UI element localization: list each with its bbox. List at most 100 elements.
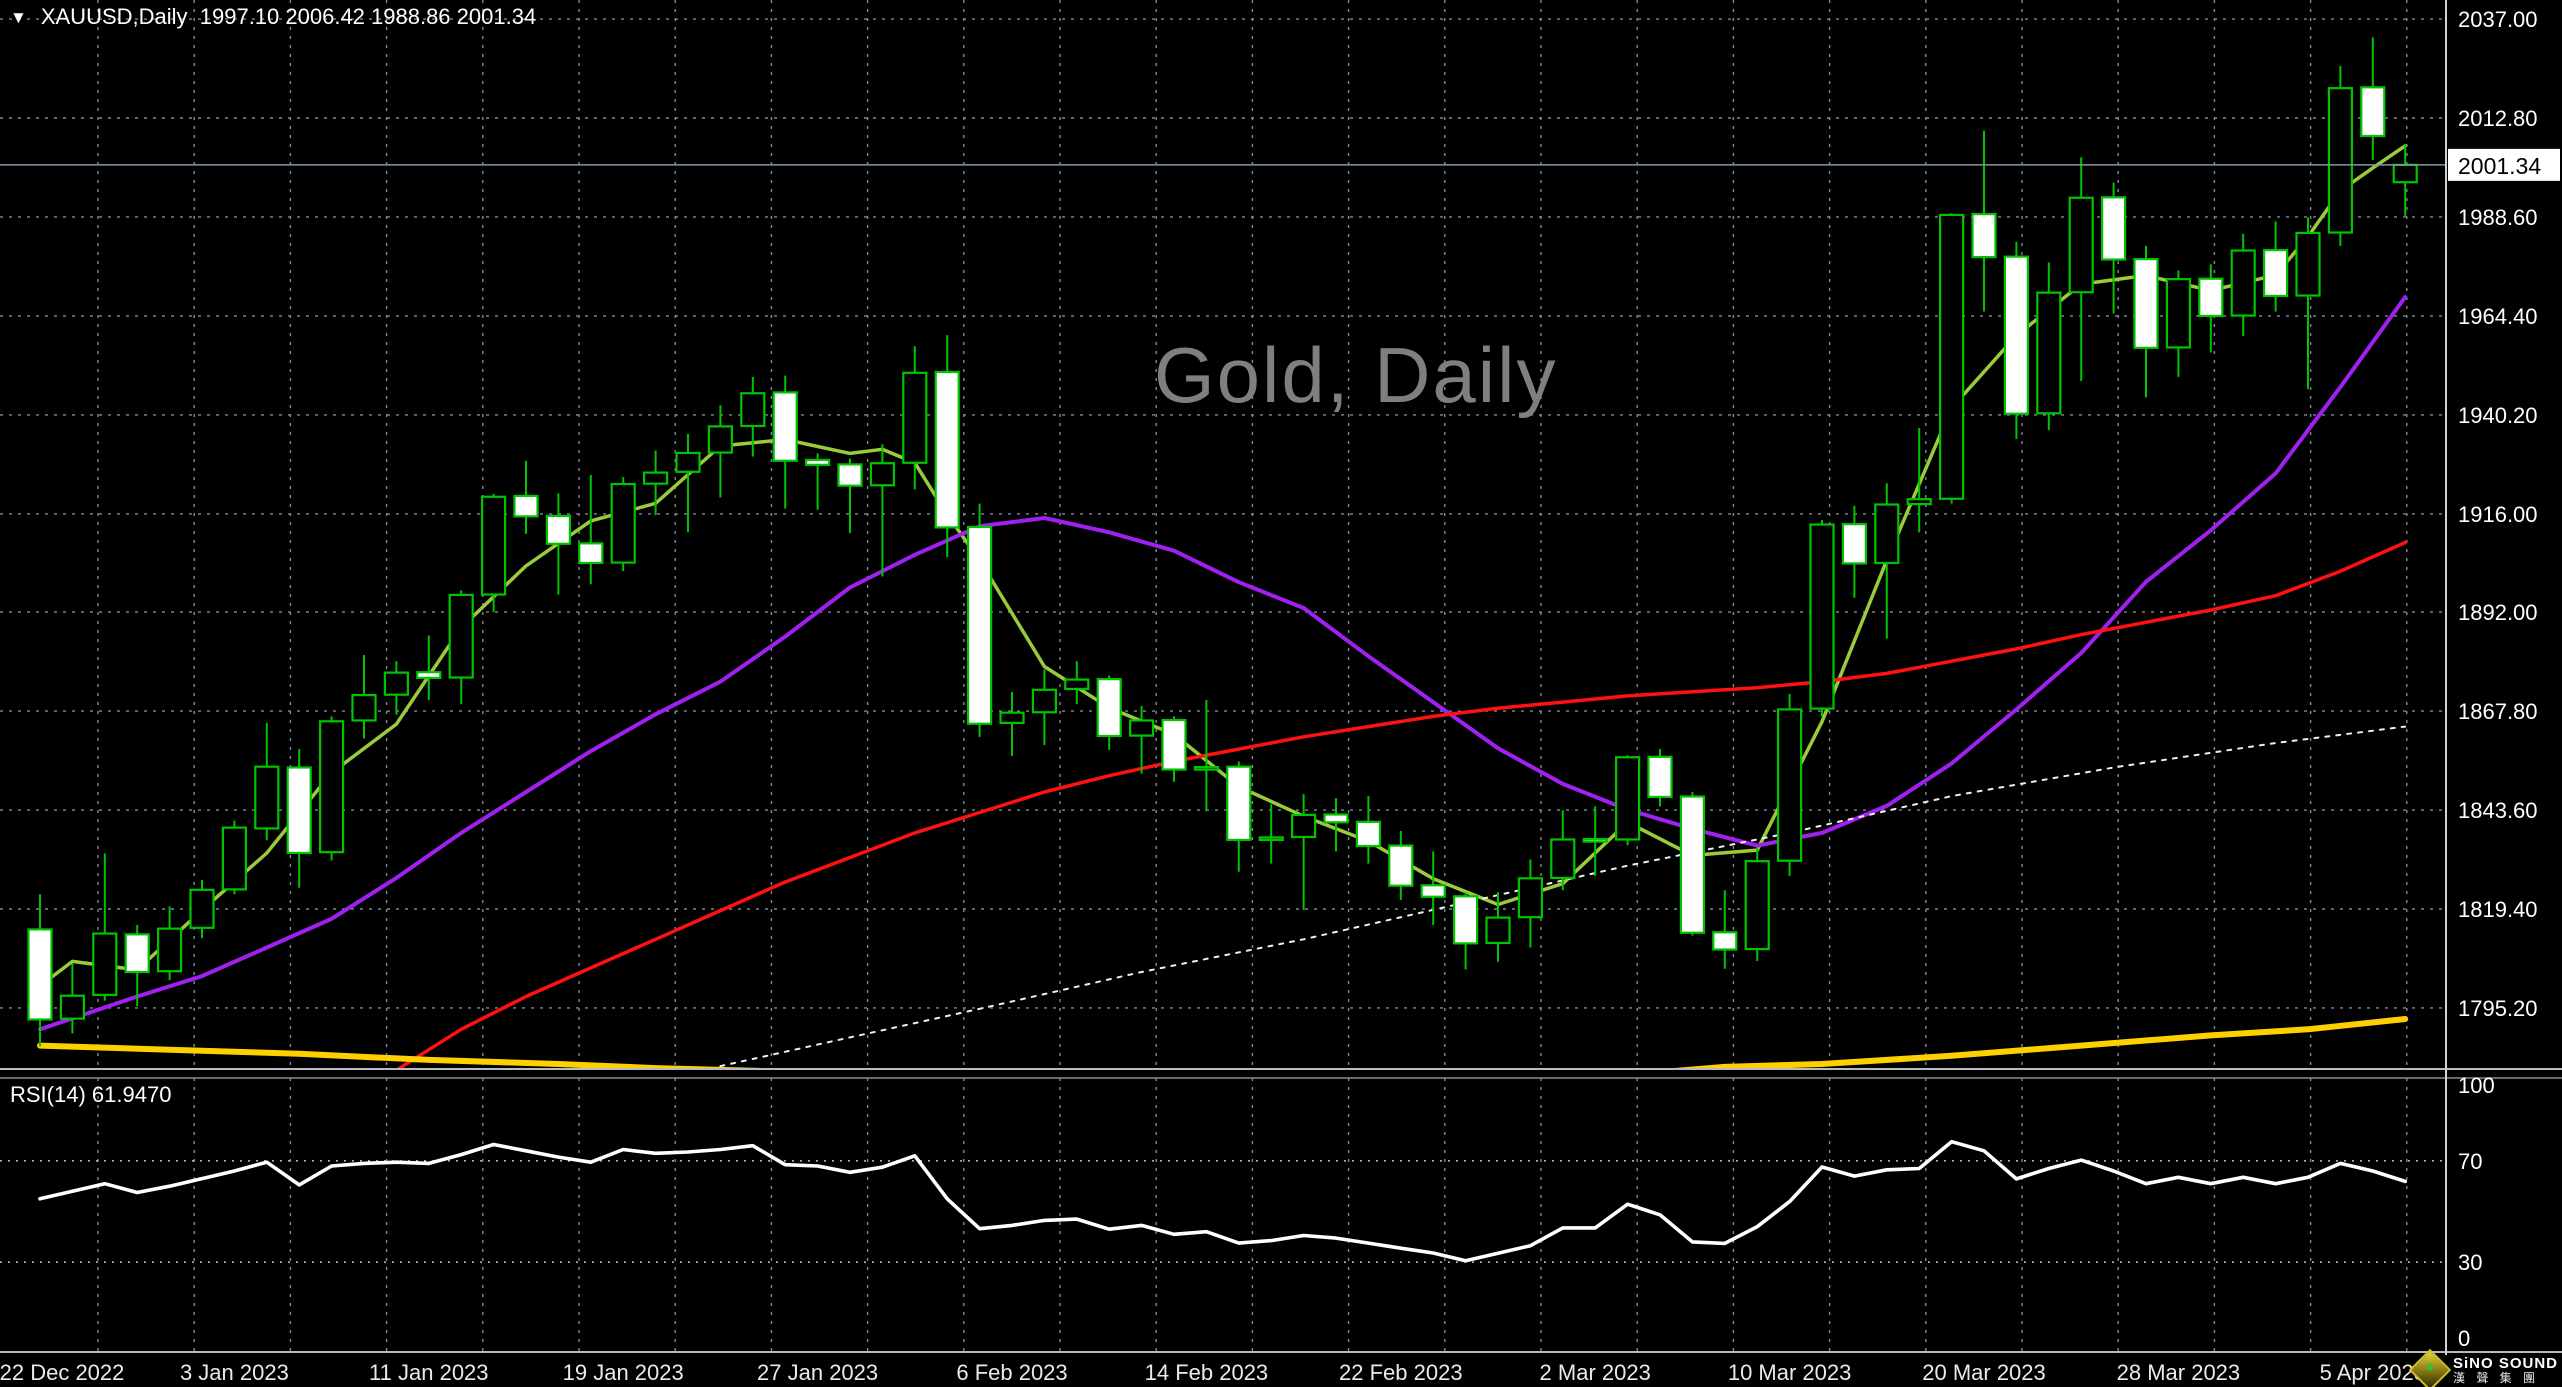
bear-candle-body bbox=[2198, 277, 2224, 318]
symbol-ohlc-readout: XAUUSD,Daily 1997.10 2006.42 1988.86 200… bbox=[40, 4, 537, 29]
candle bbox=[319, 716, 345, 861]
bull-candle-body bbox=[1031, 688, 1058, 714]
bull-candle-body bbox=[1485, 916, 1511, 945]
ma-slow-red bbox=[395, 540, 2407, 1069]
price-tick-label: 1867.80 bbox=[2458, 699, 2538, 724]
date-tick-label: 20 Mar 2023 bbox=[1922, 1360, 2046, 1385]
candle bbox=[837, 458, 863, 534]
bear-candle-body bbox=[286, 766, 312, 855]
bull-candle-body bbox=[59, 994, 86, 1020]
bear-candle-body bbox=[1096, 678, 1122, 738]
price-tick-label: 1964.40 bbox=[2458, 304, 2538, 329]
bear-candle-body bbox=[1161, 718, 1187, 771]
candle bbox=[1161, 716, 1187, 782]
candle bbox=[351, 655, 377, 739]
bull-candle-body bbox=[1776, 708, 1803, 862]
candle bbox=[1128, 706, 1155, 774]
collapse-expert-icon[interactable]: ▼ bbox=[10, 7, 27, 27]
date-tick-label: 5 Apr 2023 bbox=[2320, 1360, 2426, 1385]
bull-candle-body bbox=[1517, 877, 1544, 919]
candle bbox=[1550, 810, 1576, 891]
candle bbox=[157, 906, 183, 981]
date-tick-label: 10 Mar 2023 bbox=[1728, 1360, 1852, 1385]
candle bbox=[1064, 661, 1090, 705]
candle bbox=[804, 453, 831, 510]
candle bbox=[1971, 130, 1997, 312]
candle bbox=[27, 894, 53, 1047]
bear-candle-body bbox=[545, 514, 572, 545]
price-tick-label: 1795.20 bbox=[2458, 996, 2538, 1021]
candle bbox=[2230, 233, 2256, 336]
candle bbox=[1096, 675, 1122, 750]
price-tick-label: 1892.00 bbox=[2458, 600, 2538, 625]
time-axis-drag-area[interactable] bbox=[0, 1352, 2446, 1387]
candle bbox=[1906, 428, 1932, 533]
candle bbox=[416, 635, 442, 701]
candle bbox=[1485, 892, 1511, 962]
candle bbox=[2295, 217, 2321, 390]
candle bbox=[1744, 847, 1770, 961]
candle bbox=[2360, 37, 2386, 161]
bear-candle-body bbox=[1226, 765, 1252, 841]
date-tick-label: 14 Feb 2023 bbox=[1145, 1360, 1269, 1385]
bull-candle-body bbox=[740, 392, 766, 428]
bull-candle-body bbox=[1193, 765, 1220, 771]
price-tick-label: 2012.80 bbox=[2458, 106, 2538, 131]
price-chart-area[interactable] bbox=[0, 0, 2446, 1069]
candle bbox=[2101, 182, 2127, 314]
bear-candle-body bbox=[966, 525, 993, 725]
candle bbox=[1452, 892, 1479, 970]
candle bbox=[1258, 804, 1284, 864]
bear-candle-body bbox=[2360, 86, 2386, 138]
candle bbox=[2198, 264, 2224, 353]
bull-candle-body bbox=[2327, 87, 2353, 234]
bear-candle-body bbox=[124, 933, 150, 974]
candle bbox=[2392, 144, 2418, 216]
candle bbox=[869, 444, 896, 577]
price-tick-label: 1916.00 bbox=[2458, 502, 2538, 527]
bear-candle-body bbox=[2263, 249, 2289, 298]
candle bbox=[221, 820, 247, 895]
bear-candle-body bbox=[1647, 755, 1673, 799]
price-axis[interactable]: 2037.00 2012.80 1988.60 1964.40 1940.20 1916.… bbox=[2448, 7, 2560, 1351]
candles bbox=[27, 37, 2418, 1047]
rsi-tick-label: 30 bbox=[2458, 1250, 2482, 1275]
time-axis[interactable]: 22 Dec 2022 3 Jan 2023 11 Jan 2023 19 Jan 2… bbox=[0, 1360, 2426, 1385]
broker-logo-diamond-icon bbox=[2408, 1348, 2452, 1387]
bull-candle-body bbox=[999, 711, 1025, 725]
candle bbox=[1647, 749, 1673, 807]
date-tick-label: 27 Jan 2023 bbox=[757, 1360, 878, 1385]
bear-candle-body bbox=[934, 370, 960, 529]
rsi-chart-area[interactable] bbox=[0, 1078, 2446, 1352]
broker-logo-cjk: 漢 聲 集 團 bbox=[2452, 1370, 2539, 1385]
bear-candle-body bbox=[1388, 844, 1414, 887]
bull-candle-body bbox=[1128, 719, 1155, 737]
bull-candle-body bbox=[481, 495, 507, 596]
bull-candle-body bbox=[2068, 196, 2094, 294]
bear-candle-body bbox=[1452, 895, 1479, 945]
broker-logo-name: SiNO SOUND bbox=[2452, 1354, 2558, 1372]
bear-candle-body bbox=[1679, 795, 1706, 934]
candle bbox=[1031, 669, 1058, 745]
bull-candle-body bbox=[1744, 860, 1770, 951]
candle bbox=[59, 963, 86, 1034]
bull-candle-body bbox=[383, 671, 409, 696]
candle bbox=[772, 375, 798, 509]
candle bbox=[1193, 700, 1220, 812]
candle bbox=[2327, 66, 2353, 247]
date-tick-label: 3 Jan 2023 bbox=[180, 1360, 289, 1385]
candle bbox=[902, 346, 928, 490]
bear-candle-body bbox=[2003, 255, 2030, 415]
bear-candle-body bbox=[578, 542, 604, 565]
candle bbox=[2036, 262, 2062, 431]
bear-candle-body bbox=[416, 671, 442, 680]
bull-candle-body bbox=[869, 462, 896, 487]
chart-header: ▼ XAUUSD,Daily 1997.10 2006.42 1988.86 2… bbox=[10, 4, 536, 30]
rsi-pane bbox=[38, 1139, 2407, 1263]
candle bbox=[2068, 157, 2094, 381]
bear-candle-body bbox=[27, 928, 53, 1021]
date-tick-label: 2 Mar 2023 bbox=[1540, 1360, 1651, 1385]
price-axis-drag-area[interactable] bbox=[2446, 0, 2562, 1352]
